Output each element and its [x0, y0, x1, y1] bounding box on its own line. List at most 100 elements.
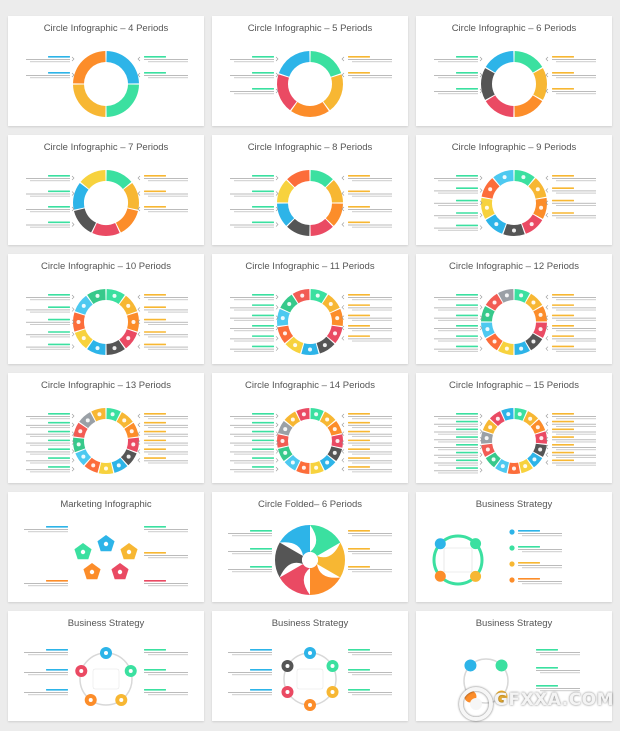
- folded-segment: [279, 525, 310, 556]
- segment-icon: [512, 228, 516, 233]
- segment-icon: [539, 205, 544, 210]
- text-block-left: [434, 212, 478, 219]
- node-icon: [79, 668, 84, 673]
- text-block-right: [552, 413, 596, 420]
- chevron-icon: [71, 449, 75, 454]
- strategy-node: [464, 659, 477, 672]
- slide-thumbnail[interactable]: Business Strategy: [416, 492, 612, 602]
- text-block-right: [144, 669, 188, 676]
- slide-thumbnail[interactable]: Business Strategy: [212, 611, 408, 721]
- pentagon-icon: [89, 569, 95, 575]
- chevron-icon: [71, 222, 75, 227]
- text-block-left: [26, 331, 70, 338]
- chevron-icon: [545, 175, 549, 181]
- slide-thumbnail[interactable]: Business Strategy: [416, 611, 612, 721]
- slide-thumbnail[interactable]: Circle Infographic – 11 Periods: [212, 254, 408, 364]
- text-block-left: [228, 689, 272, 696]
- ring-segment: [92, 223, 120, 236]
- node-icon: [330, 664, 335, 668]
- segment-icon: [504, 293, 509, 298]
- text-block-right: [144, 294, 188, 301]
- segment-icon: [314, 465, 319, 470]
- text-block-right: [348, 689, 392, 696]
- segment-icon: [126, 303, 131, 308]
- ring-segment: [310, 170, 333, 188]
- slide-title: Circle Infographic – 11 Periods: [245, 261, 375, 272]
- text-block-right: [144, 56, 188, 63]
- watermark-text: GFXXA.COM: [494, 690, 615, 710]
- chevron-icon: [275, 72, 279, 78]
- slide-thumbnail[interactable]: Circle Infographic – 6 Periods: [416, 16, 612, 126]
- slide-thumbnail[interactable]: Circle Infographic – 9 Periods: [416, 135, 612, 245]
- text-block-right: [552, 88, 596, 95]
- segment-icon: [301, 465, 306, 470]
- text-block-right: [552, 459, 596, 466]
- infographic-art: [26, 408, 188, 474]
- text-block-left: [228, 548, 272, 555]
- step-number-badge: [509, 561, 515, 567]
- slide-thumbnail[interactable]: Circle Infographic – 5 Periods: [212, 16, 408, 126]
- text-block-right: [144, 421, 188, 429]
- segment-icon: [484, 205, 489, 210]
- text-block-right: [144, 72, 188, 79]
- slide-thumbnail[interactable]: Circle Infographic – 7 Periods: [8, 135, 204, 245]
- slide-title: Circle Infographic – 7 Periods: [43, 142, 169, 153]
- text-block-left: [228, 649, 272, 656]
- text-block-left: [434, 451, 478, 458]
- strategy-center-box: [443, 547, 473, 573]
- chevron-icon: [545, 452, 549, 457]
- ring-segment: [80, 170, 106, 189]
- segment-icon: [491, 457, 496, 462]
- segment-icon: [535, 187, 540, 192]
- slide-thumbnail[interactable]: Business Strategy: [8, 611, 204, 721]
- ring-segment: [277, 74, 297, 111]
- text-block-right: [144, 552, 188, 559]
- chevron-icon: [479, 225, 483, 230]
- segment-icon: [528, 416, 533, 421]
- text-block-right: [348, 530, 392, 537]
- segment-icon: [523, 464, 528, 469]
- chevron-icon: [479, 444, 483, 450]
- chevron-icon: [545, 460, 549, 465]
- slide-thumbnail[interactable]: Circle Infographic – 13 Periods: [8, 373, 204, 483]
- text-block-right: [552, 187, 596, 194]
- chevron-icon: [71, 206, 75, 212]
- segment-icon: [519, 293, 524, 298]
- slide-thumbnail[interactable]: Circle Folded– 6 Periods: [212, 492, 408, 602]
- chevron-icon: [341, 431, 345, 436]
- text-block-right: [348, 175, 392, 182]
- infographic-art: [228, 525, 392, 595]
- ring-segment: [73, 51, 106, 84]
- segment-icon: [122, 418, 127, 423]
- slide-thumbnail[interactable]: Circle Infographic – 14 Periods: [212, 373, 408, 483]
- segment-icon: [538, 447, 543, 452]
- slide-thumbnail[interactable]: Marketing Infographic: [8, 492, 204, 602]
- infographic-art: [432, 529, 562, 586]
- segment-icon: [290, 460, 295, 465]
- text-block-left: [434, 345, 478, 352]
- chevron-icon: [275, 294, 279, 300]
- chevron-icon: [341, 440, 345, 445]
- ring-segment: [533, 68, 547, 100]
- slide-thumbnail[interactable]: Circle Infographic – 10 Periods: [8, 254, 204, 364]
- slide-thumbnail[interactable]: Circle Infographic – 15 Periods: [416, 373, 612, 483]
- chevron-icon: [545, 429, 549, 434]
- text-block-left: [434, 175, 478, 182]
- segment-icon: [492, 300, 497, 305]
- chevron-icon: [137, 206, 141, 212]
- slide-thumbnail[interactable]: Circle Infographic – 8 Periods: [212, 135, 408, 245]
- slide-title: Circle Infographic – 15 Periods: [449, 380, 579, 391]
- chevron-icon: [545, 56, 549, 62]
- slide-thumbnail[interactable]: Circle Infographic – 4 Periods: [8, 16, 204, 126]
- text-block-right: [552, 428, 596, 435]
- ring-segment: [287, 218, 310, 236]
- text-block-right: [348, 294, 392, 301]
- text-block-left: [26, 448, 70, 455]
- text-block-right: [348, 304, 392, 311]
- chevron-icon: [275, 449, 279, 454]
- slide-thumbnail[interactable]: Circle Infographic – 12 Periods: [416, 254, 612, 364]
- chevron-icon: [71, 422, 75, 428]
- chevron-icon: [341, 191, 345, 196]
- strategy-node: [434, 570, 446, 582]
